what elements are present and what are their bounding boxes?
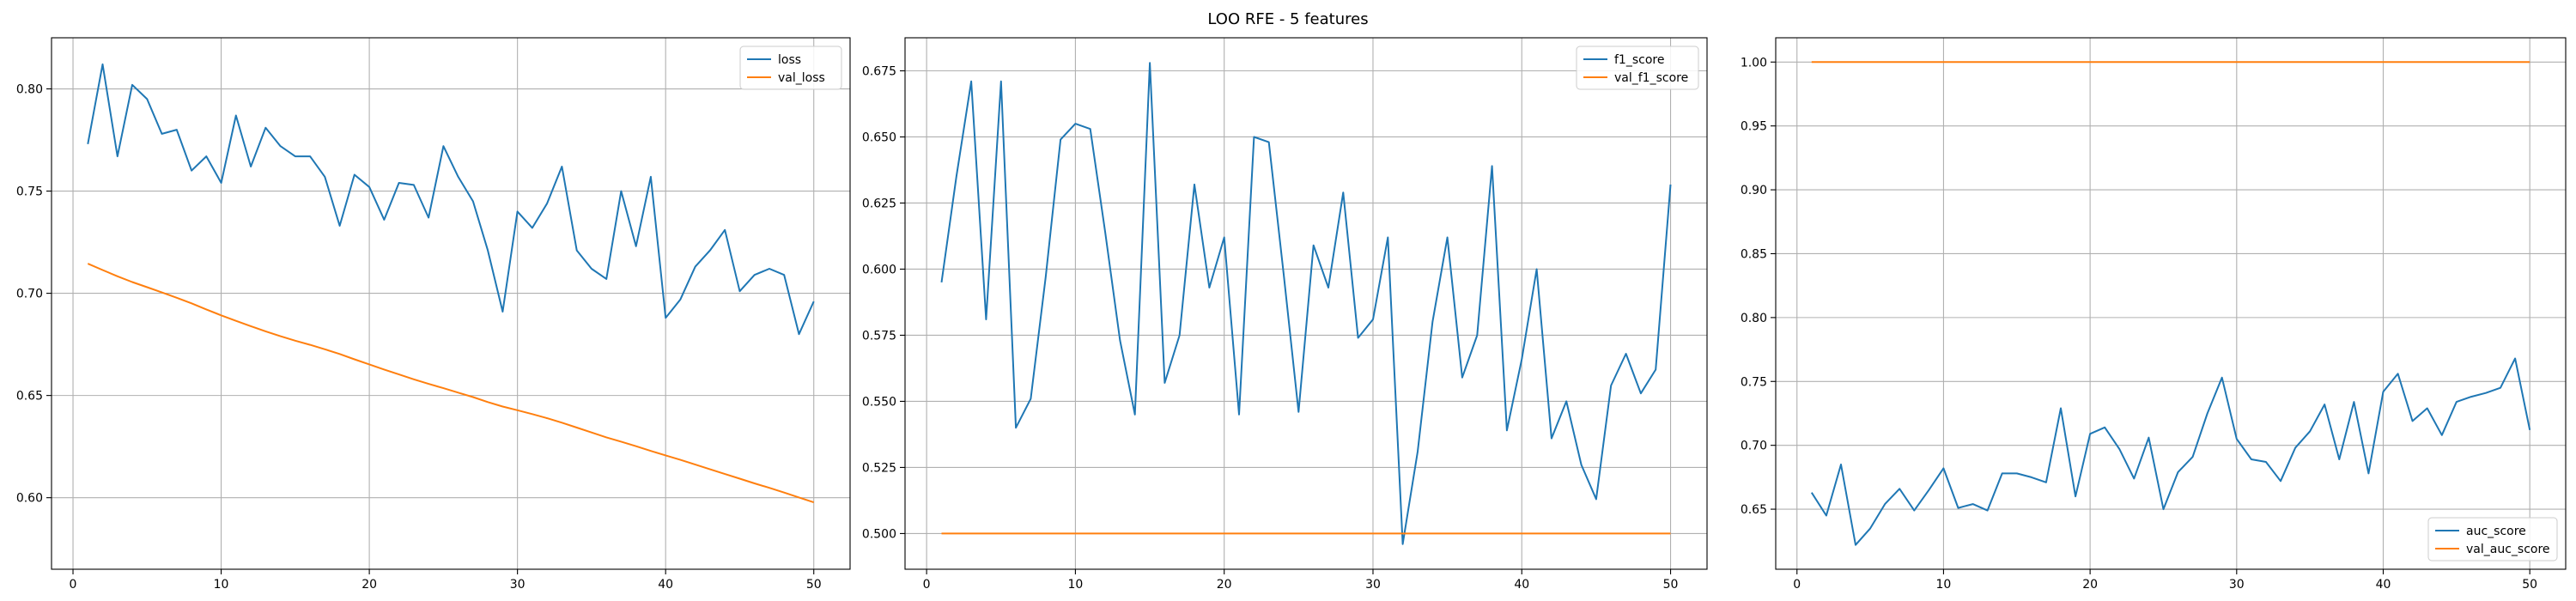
chart-1-y-tick-label: 0.65 (16, 390, 43, 404)
chart-3-series-auc-score (1810, 357, 2531, 546)
chart-2-y-tick-label: 0.675 (862, 64, 896, 78)
chart-1-legend-label: val_loss (778, 71, 825, 85)
chart-2-x-tick-label: 20 (1217, 578, 1232, 592)
chart-2-x-tick-label: 10 (1067, 578, 1083, 592)
chart-2-x-tick-label: 50 (1663, 578, 1679, 592)
chart-3-x-tick-label: 20 (2082, 578, 2098, 592)
chart-3-x-tick-label: 40 (2376, 578, 2391, 592)
chart-1-x-tick-label: 30 (510, 578, 526, 592)
chart-2-series-f1-score (940, 62, 1672, 545)
chart-3-x-tick-label: 30 (2229, 578, 2245, 592)
figure-suptitle: LOO RFE - 5 features (1207, 10, 1368, 28)
chart-1-x-tick-label: 10 (214, 578, 229, 592)
chart-3-y-tick-label: 0.70 (1741, 440, 1767, 453)
chart-1-series-val-loss (87, 263, 815, 504)
chart-2-legend-label: val_f1_score (1614, 71, 1688, 85)
chart-2-y-tick-label: 0.525 (862, 461, 896, 475)
chart-1-legend: loss val_loss (739, 46, 842, 90)
chart-1-x-tick-label: 20 (361, 578, 377, 592)
chart-2-y-tick-label: 0.600 (862, 263, 896, 276)
chart-2-axes-frame (904, 37, 1708, 570)
chart-3-x-tick-label: 50 (2522, 578, 2537, 592)
chart-2-y-tick-label: 0.625 (862, 197, 896, 210)
chart-3: 0 10 20 30 40 50 0.65 0.70 0.75 0.80 0.85 0.90 0.95 1… (1741, 37, 2567, 592)
chart-2-y-tick-label: 0.500 (862, 527, 896, 541)
chart-3-y-tick-label: 0.95 (1741, 120, 1767, 134)
chart-1-y-tick-label: 0.60 (16, 492, 43, 506)
chart-3-x-tick-label: 0 (1793, 578, 1801, 592)
chart-2-y-tick-label: 0.575 (862, 329, 896, 343)
chart-1-x-tick-label: 40 (658, 578, 673, 592)
chart-1-y-tick-label: 0.75 (16, 185, 43, 199)
chart-2-y-tick-label: 0.550 (862, 395, 896, 409)
chart-3-x-tick-label: 10 (1936, 578, 1952, 592)
chart-1-series-loss (87, 63, 815, 336)
chart-1-axes-frame (51, 37, 851, 570)
chart-3-legend-box (2427, 517, 2558, 562)
chart-1-y-tick-label: 0.80 (16, 83, 43, 97)
chart-3-y-tick-label: 0.90 (1741, 184, 1767, 197)
chart-2-legend-label: f1_score (1614, 53, 1664, 67)
chart-3-legend-label: auc_score (2466, 525, 2526, 538)
chart-3-y-tick-label: 0.65 (1741, 503, 1767, 517)
chart-3-legend-label: val_auc_score (2466, 543, 2550, 556)
chart-3-y-tick-label: 0.80 (1741, 312, 1767, 325)
chart-2: 0 10 20 30 40 50 0.500 0.525 0.550 0.575 0.600 0.62… (862, 37, 1708, 592)
chart-1-legend-label: loss (778, 53, 801, 67)
chart-1-x-tick-label: 0 (70, 578, 77, 592)
chart-3-y-tick-label: 0.85 (1741, 247, 1767, 261)
chart-2-x-tick-label: 30 (1365, 578, 1381, 592)
chart-3-y-tick-label: 1.00 (1741, 56, 1767, 70)
chart-3-axes-frame (1775, 37, 2567, 570)
chart-2-legend: f1_score val_f1_score (1576, 46, 1699, 90)
chart-2-x-tick-label: 40 (1514, 578, 1529, 592)
chart-1-legend-box (739, 46, 842, 90)
chart-2-y-tick-label: 0.650 (862, 131, 896, 144)
chart-3-legend: auc_score val_auc_score (2427, 517, 2558, 562)
chart-2-legend-box (1576, 46, 1699, 90)
chart-1-x-tick-label: 50 (806, 578, 822, 592)
chart-2-x-tick-label: 0 (923, 578, 931, 592)
chart-1: 0 10 20 30 40 50 0.60 0.65 0.70 0.75 0.80 loss val_l… (16, 37, 851, 592)
chart-3-y-tick-label: 0.75 (1741, 375, 1767, 389)
chart-1-y-tick-label: 0.70 (16, 288, 43, 301)
